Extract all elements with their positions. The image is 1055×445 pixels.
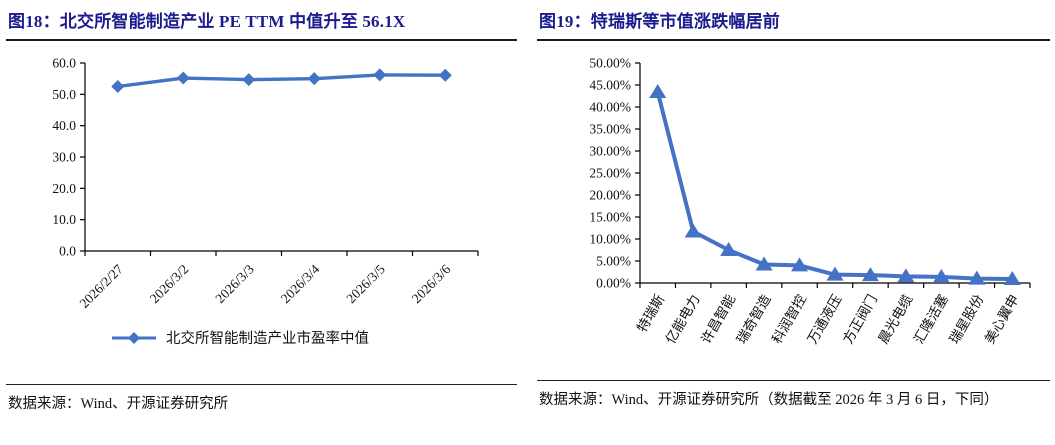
data-point-markers — [649, 84, 1021, 286]
triangle-marker — [897, 268, 915, 283]
y-axis-tick-label: 0.0 — [59, 244, 76, 259]
figure-19-header: 图19：特瑞斯等市值涨跌幅居前 — [537, 5, 1050, 41]
y-axis-tick-label: 25.00% — [589, 166, 631, 181]
y-axis-tick-label: 40.00% — [589, 100, 631, 115]
triangle-marker — [755, 256, 773, 271]
axes — [80, 62, 479, 256]
figure-18-data-source: 数据来源：Wind、开源证券研究所 — [8, 396, 229, 412]
figure-19-data-source: 数据来源：Wind、开源证券研究所（数据截至 2026 年 3 月 6 日，下同… — [539, 392, 999, 408]
legend-diamond-marker — [128, 332, 140, 344]
x-axis-category-label: 2026/3/2 — [147, 262, 192, 307]
figure-18-section: 图18：北交所智能制造产业 PE TTM 中值升至 56.1X 0.0 10.0 2… — [0, 0, 527, 445]
x-axis-category-label: 万通液压 — [805, 292, 845, 346]
x-axis-category-label: 瑞星股份 — [946, 292, 986, 347]
figure-19-title: 图19：特瑞斯等市值涨跌幅居前 — [539, 12, 780, 31]
y-axis-tick-label: 15.00% — [589, 210, 631, 225]
y-axis-tick-label: 20.00% — [589, 188, 631, 203]
y-axis-tick-label: 10.00% — [589, 232, 631, 247]
x-axis-category-label: 2026/3/5 — [343, 261, 388, 306]
y-axis-tick-label: 35.00% — [589, 122, 631, 137]
figure-18-source-block: 数据来源：Wind、开源证券研究所 — [6, 384, 517, 417]
y-axis-tick-label: 50.00% — [589, 56, 631, 71]
x-axis-category-label: 亿能电力 — [663, 292, 703, 346]
y-axis-tick-label: 30.00% — [589, 144, 631, 159]
y-axis-tick-label: 40.0 — [52, 118, 76, 133]
triangle-marker — [932, 268, 950, 283]
pe-ttm-median-line-chart: 0.0 10.0 20.0 30.0 40.0 50.0 60.0 2026/2/27 2026… — [52, 56, 479, 347]
triangle-marker — [791, 257, 809, 272]
market-cap-change-line-chart: 0.00% 5.00% 10.00% 15.00% 20.00% 25.00% 30.00%… — [589, 56, 1031, 347]
triangle-marker — [826, 266, 844, 281]
x-axis-category-label: 特瑞斯 — [634, 292, 667, 335]
diamond-marker — [307, 72, 321, 86]
diamond-marker — [111, 80, 125, 93]
y-axis-tick-label: 45.00% — [589, 78, 631, 93]
series-line — [655, 91, 1013, 282]
axes — [635, 62, 1031, 288]
data-point-markers — [111, 68, 452, 93]
x-axis-category-label: 2026/3/4 — [278, 261, 323, 306]
y-axis-tick-label: 10.0 — [52, 212, 76, 227]
figure-18-header: 图18：北交所智能制造产业 PE TTM 中值升至 56.1X — [6, 5, 517, 41]
y-axis-tick-label: 30.0 — [52, 150, 76, 165]
y-axis-tick-label: 20.0 — [52, 181, 76, 196]
triangle-marker — [1003, 271, 1021, 286]
triangle-marker — [649, 84, 667, 99]
legend: 北交所智能制造产业市盈率中值 — [112, 329, 369, 347]
x-axis-category-label: 方正阀门 — [840, 292, 880, 346]
legend-label: 北交所智能制造产业市盈率中值 — [166, 329, 369, 347]
y-axis-tick-label: 60.0 — [52, 56, 76, 71]
diamond-marker — [176, 71, 190, 85]
triangle-marker — [861, 267, 879, 282]
y-axis-tick-label: 50.0 — [52, 87, 76, 102]
x-axis-category-label: 2026/2/27 — [77, 261, 126, 310]
figure-18-title: 图18：北交所智能制造产业 PE TTM 中值升至 56.1X — [8, 12, 406, 31]
diamond-marker — [242, 73, 256, 87]
series-line — [117, 73, 446, 89]
figure-19-section: 图19：特瑞斯等市值涨跌幅居前 0.00% 5.00% 10.00% 15.00% 20… — [527, 0, 1055, 445]
x-axis-category-label: 汇隆活塞 — [910, 291, 951, 346]
x-axis-category-label: 2026/3/6 — [409, 261, 454, 306]
diamond-marker — [373, 68, 387, 82]
figure-19-source-block: 数据来源：Wind、开源证券研究所（数据截至 2026 年 3 月 6 日，下同… — [537, 380, 1050, 413]
triangle-marker — [684, 223, 702, 238]
triangle-marker — [968, 270, 986, 285]
x-axis-category-label: 许昌智能 — [698, 292, 738, 346]
x-axis-category-label: 美心翼申 — [982, 292, 1022, 346]
x-axis-category-label: 2026/3/3 — [212, 261, 257, 306]
x-axis-category-label: 科润智控 — [769, 292, 809, 347]
x-axis-category-label: 晨光电缆 — [876, 292, 916, 347]
x-axis-category-label: 瑞奇智造 — [733, 291, 774, 346]
y-axis-tick-label: 0.00% — [596, 276, 631, 291]
y-axis-tick-label: 5.00% — [596, 254, 631, 269]
diamond-marker — [438, 68, 452, 82]
triangle-marker — [720, 242, 738, 256]
